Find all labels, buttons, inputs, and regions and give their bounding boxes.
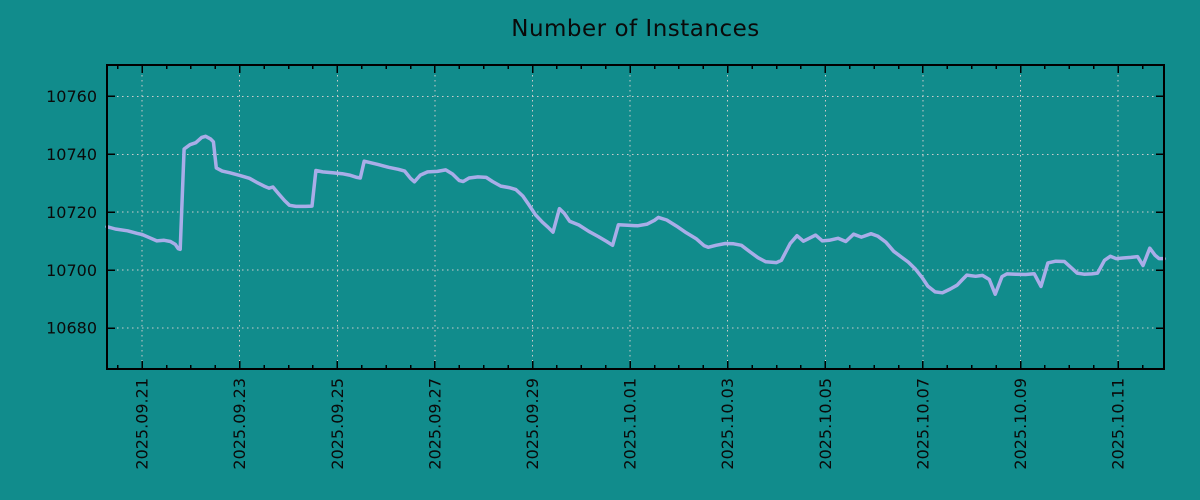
- plot-border: [106, 64, 1165, 370]
- y-tick-label: 10760: [46, 87, 97, 106]
- chart-title: Number of Instances: [511, 16, 760, 42]
- x-tick-label: 2025.10.07: [913, 378, 932, 470]
- y-tick-label: 10700: [46, 261, 97, 280]
- x-tick-label: 2025.10.03: [718, 378, 737, 470]
- x-tick-label: 2025.09.23: [230, 378, 249, 470]
- y-tick-label: 10720: [46, 203, 97, 222]
- x-tick-label: 2025.10.11: [1109, 378, 1128, 470]
- x-tick-label: 2025.09.21: [133, 378, 152, 470]
- series-line: [105, 134, 1166, 296]
- x-tick-label: 2025.09.29: [523, 378, 542, 470]
- x-tick-label: 2025.10.01: [621, 378, 640, 470]
- x-tick-label: 2025.09.27: [425, 378, 444, 470]
- y-tick-label: 10740: [46, 145, 97, 164]
- x-tick-label: 2025.09.25: [328, 378, 347, 470]
- x-tick-label: 2025.10.05: [816, 378, 835, 470]
- y-tick-label: 10680: [46, 319, 97, 338]
- x-tick-label: 2025.10.09: [1011, 378, 1030, 470]
